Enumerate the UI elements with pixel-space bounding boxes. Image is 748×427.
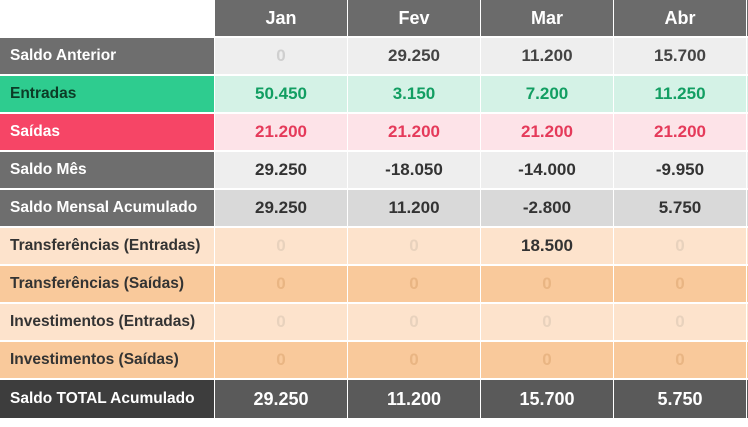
cell-saldo-anterior-fev[interactable]: 29.250 bbox=[348, 38, 480, 74]
row-label-transferencias-entradas: Transferências (Entradas) bbox=[0, 228, 214, 264]
cell-transf-in-mar[interactable]: 18.500 bbox=[481, 228, 613, 264]
row-label-transferencias-saidas: Transferências (Saídas) bbox=[0, 266, 214, 302]
cell-entradas-abr[interactable]: 11.250 bbox=[614, 76, 746, 112]
cell-saldo-acum-abr[interactable]: 5.750 bbox=[614, 190, 746, 226]
cell-total-jan[interactable]: 29.250 bbox=[215, 380, 347, 418]
cell-invest-out-abr[interactable]: 0 bbox=[614, 342, 746, 378]
cell-transf-in-fev[interactable]: 0 bbox=[348, 228, 480, 264]
cell-transf-out-jan[interactable]: 0 bbox=[215, 266, 347, 302]
cell-saldo-anterior-jan[interactable]: 0 bbox=[215, 38, 347, 74]
row-label-investimentos-saidas: Investimentos (Saídas) bbox=[0, 342, 214, 378]
cell-entradas-jan[interactable]: 50.450 bbox=[215, 76, 347, 112]
column-header-jan[interactable]: Jan bbox=[215, 0, 347, 36]
cell-saldo-mes-fev[interactable]: -18.050 bbox=[348, 152, 480, 188]
row-label-saldo-anterior: Saldo Anterior bbox=[0, 38, 214, 74]
column-header-mar[interactable]: Mar bbox=[481, 0, 613, 36]
cashflow-table: Jan Fev Mar Abr Saldo Anterior 0 29.250 … bbox=[0, 0, 748, 418]
cell-entradas-fev[interactable]: 3.150 bbox=[348, 76, 480, 112]
cell-invest-out-mar[interactable]: 0 bbox=[481, 342, 613, 378]
cell-invest-out-jan[interactable]: 0 bbox=[215, 342, 347, 378]
cell-saldo-mes-mar[interactable]: -14.000 bbox=[481, 152, 613, 188]
cell-saidas-jan[interactable]: 21.200 bbox=[215, 114, 347, 150]
row-label-entradas: Entradas bbox=[0, 76, 214, 112]
cell-invest-in-mar[interactable]: 0 bbox=[481, 304, 613, 340]
cell-transf-in-jan[interactable]: 0 bbox=[215, 228, 347, 264]
cell-transf-out-mar[interactable]: 0 bbox=[481, 266, 613, 302]
cell-total-mar[interactable]: 15.700 bbox=[481, 380, 613, 418]
cell-entradas-mar[interactable]: 7.200 bbox=[481, 76, 613, 112]
cell-invest-in-abr[interactable]: 0 bbox=[614, 304, 746, 340]
cell-invest-in-fev[interactable]: 0 bbox=[348, 304, 480, 340]
cell-saidas-abr[interactable]: 21.200 bbox=[614, 114, 746, 150]
cell-saidas-mar[interactable]: 21.200 bbox=[481, 114, 613, 150]
cell-total-abr[interactable]: 5.750 bbox=[614, 380, 746, 418]
row-label-saldo-mes: Saldo Mês bbox=[0, 152, 214, 188]
row-label-saldo-mensal-acumulado: Saldo Mensal Acumulado bbox=[0, 190, 214, 226]
cell-saldo-mes-jan[interactable]: 29.250 bbox=[215, 152, 347, 188]
cell-saldo-anterior-abr[interactable]: 15.700 bbox=[614, 38, 746, 74]
cell-transf-out-fev[interactable]: 0 bbox=[348, 266, 480, 302]
column-header-abr[interactable]: Abr bbox=[614, 0, 746, 36]
cell-saldo-acum-jan[interactable]: 29.250 bbox=[215, 190, 347, 226]
row-label-investimentos-entradas: Investimentos (Entradas) bbox=[0, 304, 214, 340]
cell-saldo-acum-mar[interactable]: -2.800 bbox=[481, 190, 613, 226]
cell-invest-in-jan[interactable]: 0 bbox=[215, 304, 347, 340]
cell-saidas-fev[interactable]: 21.200 bbox=[348, 114, 480, 150]
cell-saldo-anterior-mar[interactable]: 11.200 bbox=[481, 38, 613, 74]
cell-total-fev[interactable]: 11.200 bbox=[348, 380, 480, 418]
row-label-saidas: Saídas bbox=[0, 114, 214, 150]
header-corner bbox=[0, 0, 214, 36]
cell-saldo-acum-fev[interactable]: 11.200 bbox=[348, 190, 480, 226]
column-header-fev[interactable]: Fev bbox=[348, 0, 480, 36]
cell-transf-in-abr[interactable]: 0 bbox=[614, 228, 746, 264]
cell-saldo-mes-abr[interactable]: -9.950 bbox=[614, 152, 746, 188]
cell-invest-out-fev[interactable]: 0 bbox=[348, 342, 480, 378]
row-label-saldo-total-acumulado: Saldo TOTAL Acumulado bbox=[0, 380, 214, 418]
cell-transf-out-abr[interactable]: 0 bbox=[614, 266, 746, 302]
